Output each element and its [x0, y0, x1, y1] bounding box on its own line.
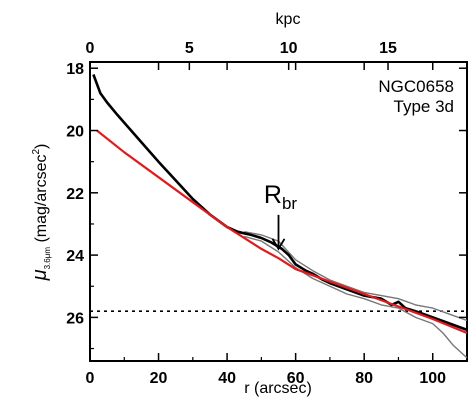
- x-tick-label: 100: [419, 370, 446, 387]
- rbr-arrow-head: [271, 238, 286, 251]
- y-axis-label: μ3.6μm (mag/arcsec2): [29, 144, 52, 282]
- x-tick-label: 0: [86, 370, 95, 387]
- x-tick-label: 40: [218, 370, 236, 387]
- top-tick-label: 0: [86, 40, 95, 57]
- top-axis-label: kpc: [276, 11, 301, 28]
- galaxy-name: NGC0658: [378, 77, 454, 96]
- y-axis-label-exp: 2: [31, 149, 42, 155]
- x-tick-label: 60: [287, 370, 305, 387]
- x-axis-ticks: 0 20 40 60 80 100: [86, 62, 446, 387]
- y-axis-label-close: ): [33, 144, 50, 149]
- rbr-label-sub: br: [282, 194, 297, 213]
- x-axis-label: r (arcsec): [244, 380, 312, 397]
- x-tick-label: 20: [150, 370, 168, 387]
- series-layer: [92, 74, 468, 359]
- y-axis-label-band: 3.6μm: [43, 247, 52, 270]
- y-tick-label: 24: [66, 248, 84, 265]
- series-line-profile: [92, 74, 468, 332]
- top-kpc-axis: 0 5 10 15: [86, 40, 397, 70]
- svg-text:Rbr: Rbr: [264, 181, 298, 213]
- break-radius-annotation: Rbr: [264, 181, 298, 251]
- y-axis-label-units: (mag/arcsec: [33, 155, 50, 247]
- top-tick-label: 10: [280, 40, 298, 57]
- y-tick-label: 20: [66, 124, 84, 141]
- galaxy-type: Type 3d: [394, 97, 455, 116]
- top-tick-label: 5: [185, 40, 194, 57]
- series-line-lower-envelope: [244, 235, 468, 359]
- y-axis-ticks: 18 20 22 24 26: [66, 61, 467, 350]
- y-axis-label-mu: μ: [29, 269, 51, 281]
- y-tick-label: 22: [66, 186, 84, 203]
- top-tick-label: 15: [379, 40, 397, 57]
- x-tick-label: 80: [355, 370, 373, 387]
- rbr-label-main: R: [264, 181, 282, 209]
- y-tick-label: 26: [66, 310, 84, 327]
- series-line-model-fit: [96, 129, 468, 335]
- y-tick-label: 18: [66, 61, 84, 78]
- plot-frame: [89, 61, 468, 362]
